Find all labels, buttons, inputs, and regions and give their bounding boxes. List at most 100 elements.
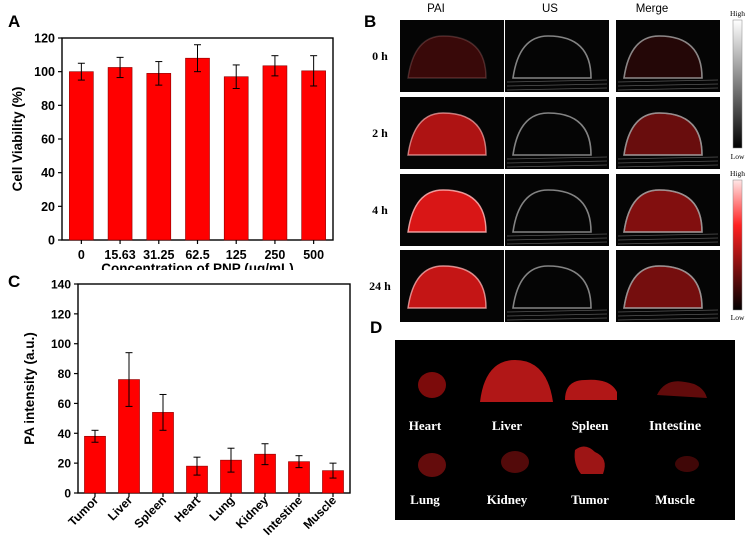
y-tick-label: 40 [41, 166, 55, 180]
y-axis-label: PA intensity (a.u.) [22, 332, 37, 445]
organ-imaging-panel: Heart Liver Spleen Intestine Lung Kidney Tumor… [395, 340, 735, 520]
lung-signal [418, 453, 446, 477]
x-tick-label: Spleen [131, 493, 169, 531]
y-tick-label: 0 [64, 487, 71, 501]
x-tick-label: 0 [78, 248, 85, 262]
liver-signal [480, 360, 553, 402]
organ-label: Kidney [487, 492, 528, 507]
pa-imaging-grid: PAI US Merge 0 h 2 h 4 h 24 h High Low High Low [369, 3, 745, 322]
y-tick-label: 20 [41, 200, 55, 214]
column-header: Merge [636, 3, 669, 15]
pa-signal [408, 266, 486, 308]
us-boundary [623, 265, 703, 309]
organ-label: Tumor [571, 492, 609, 507]
x-tick-label: Lung [206, 493, 237, 524]
intestine-signal [657, 381, 707, 398]
us-boundary [512, 189, 592, 233]
x-axis-label: Concentration of PNP (μg/mL) [101, 261, 294, 270]
us-boundary [623, 189, 703, 233]
bar [185, 57, 210, 241]
us-boundary [623, 112, 703, 156]
bar [84, 435, 106, 494]
us-texture [506, 317, 608, 321]
scale-high-label: High [730, 9, 745, 18]
pa-edge [407, 189, 487, 233]
us-texture [617, 233, 719, 237]
panel-label-b: B [364, 12, 377, 31]
kidney-signal [501, 451, 529, 473]
organ-panel-background [395, 340, 735, 520]
cell-viability-chart: 0 20 40 60 80 100 120 0 15.63 31.25 62.5 125 250 500 C… [10, 32, 334, 270]
bar [69, 71, 94, 241]
pa-edge [407, 112, 487, 156]
spleen-signal [565, 379, 617, 400]
x-tick-label: 500 [303, 248, 324, 262]
x-tick-label: 125 [226, 248, 247, 262]
organ-label: Muscle [655, 492, 695, 507]
us-boundary [512, 265, 592, 309]
pa-signal [624, 36, 702, 78]
x-tick-label: 31.25 [143, 248, 174, 262]
bar [107, 67, 133, 241]
pa-signal [408, 190, 486, 232]
timepoint-label: 2 h [372, 126, 388, 140]
us-texture [506, 241, 608, 245]
y-tick-label: 60 [41, 133, 55, 147]
us-texture [506, 160, 608, 164]
pa-edge [407, 265, 487, 309]
organ-label: Heart [409, 418, 442, 433]
x-tick-label: 62.5 [185, 248, 209, 262]
scale-low-label: Low [731, 152, 745, 161]
panel-label-c: C [8, 272, 21, 291]
panel-label-a: A [8, 12, 21, 31]
us-texture [506, 156, 608, 160]
us-texture [617, 160, 719, 164]
us-boundary [623, 35, 703, 79]
red-scale-bar [732, 179, 743, 311]
y-tick-label: 40 [58, 427, 72, 441]
us-boundary [512, 35, 592, 79]
us-texture [617, 309, 719, 313]
us-texture [506, 237, 608, 241]
us-texture [617, 156, 719, 160]
bar [301, 70, 326, 241]
x-tick-label: 15.63 [104, 248, 135, 262]
y-tick-label: 0 [48, 234, 55, 248]
image-cell [400, 20, 504, 92]
y-tick-label: 60 [58, 397, 72, 411]
us-texture [617, 83, 719, 87]
tumor-signal [574, 446, 605, 474]
pa-signal [408, 113, 486, 155]
bar [262, 65, 288, 241]
x-tick-label: 250 [264, 248, 285, 262]
scale-low-label: Low [731, 313, 745, 322]
column-header: PAI [427, 3, 445, 15]
us-texture [506, 83, 608, 87]
us-texture [617, 241, 719, 245]
bar [146, 73, 172, 241]
organ-label: Liver [492, 418, 523, 433]
y-tick-label: 100 [34, 65, 55, 79]
us-texture [506, 309, 608, 313]
organ-label: Spleen [572, 418, 610, 433]
x-tick-label: Muscle [300, 493, 339, 532]
pa-signal [624, 266, 702, 308]
us-texture [617, 237, 719, 241]
timepoint-label: 24 h [369, 279, 391, 293]
pa-signal [624, 190, 702, 232]
y-tick-label: 140 [51, 278, 71, 292]
panel-label-d: D [370, 318, 383, 337]
us-texture [506, 79, 608, 83]
y-tick-label: 100 [51, 337, 71, 351]
muscle-signal [675, 456, 699, 472]
y-tick-label: 80 [58, 367, 72, 381]
pa-signal [624, 113, 702, 155]
timepoint-label: 0 h [372, 49, 388, 63]
column-header: US [542, 3, 558, 15]
y-tick-label: 20 [58, 457, 72, 471]
us-texture [617, 317, 719, 321]
bar [223, 76, 249, 241]
us-boundary [512, 112, 592, 156]
us-texture [617, 164, 719, 168]
